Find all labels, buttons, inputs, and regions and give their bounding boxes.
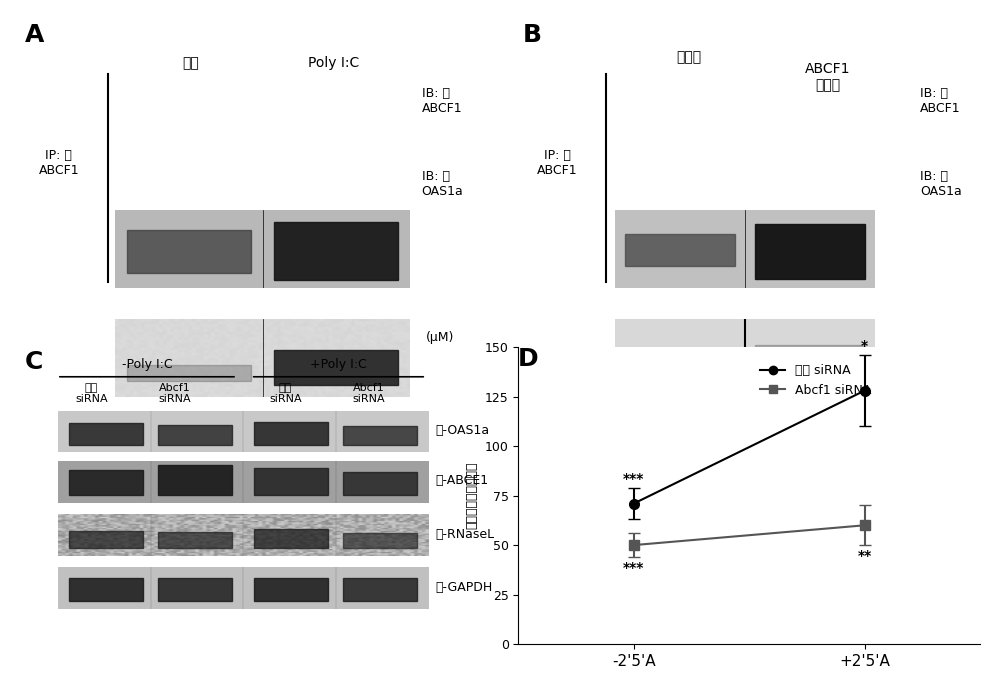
Bar <box>343 578 417 601</box>
Text: *: * <box>861 339 868 353</box>
Bar <box>254 578 328 601</box>
Bar <box>755 353 865 382</box>
Bar <box>69 424 143 445</box>
Bar <box>274 350 398 385</box>
Bar <box>158 425 232 445</box>
Text: ABCF1
过表达: ABCF1 过表达 <box>805 62 850 92</box>
Bar <box>343 472 417 495</box>
Bar <box>343 534 417 549</box>
Text: 抗-ABCE1: 抗-ABCE1 <box>435 474 489 487</box>
Text: D: D <box>518 347 539 371</box>
Legend: 对照 siRNA, Abcf1 siRNA: 对照 siRNA, Abcf1 siRNA <box>755 359 877 401</box>
Bar <box>755 224 865 279</box>
Bar <box>755 353 865 364</box>
Bar <box>127 365 251 381</box>
Text: IB: 抗
OAS1a: IB: 抗 OAS1a <box>422 170 463 198</box>
Text: +Poly I:C: +Poly I:C <box>310 358 367 371</box>
Text: ***: *** <box>623 561 645 575</box>
Bar <box>625 234 735 266</box>
Bar <box>755 345 865 353</box>
Text: IP: 抗
ABCF1: IP: 抗 ABCF1 <box>537 149 578 177</box>
Text: 空载体: 空载体 <box>677 50 702 64</box>
Text: 乱序
siRNA: 乱序 siRNA <box>75 382 108 404</box>
Text: Poly I:C: Poly I:C <box>308 56 359 70</box>
Bar <box>254 530 328 549</box>
Text: B: B <box>523 23 542 47</box>
Text: -Poly I:C: -Poly I:C <box>122 358 172 371</box>
Text: C: C <box>25 350 43 374</box>
Text: A: A <box>25 23 44 47</box>
Text: 对照: 对照 <box>182 56 199 70</box>
Text: 乱序
siRNA: 乱序 siRNA <box>269 382 302 404</box>
Text: Abcf1
siRNA: Abcf1 siRNA <box>352 382 385 404</box>
Text: ***: *** <box>623 472 645 485</box>
Text: IB: 抗
ABCF1: IB: 抗 ABCF1 <box>422 87 462 115</box>
Bar <box>127 230 251 273</box>
Bar <box>274 222 398 281</box>
Text: (μM): (μM) <box>426 331 455 344</box>
Text: IP: 抗
ABCF1: IP: 抗 ABCF1 <box>38 149 79 177</box>
Bar <box>69 469 143 495</box>
Bar <box>254 422 328 445</box>
Bar <box>158 532 232 549</box>
Bar <box>69 531 143 549</box>
Text: 抗-RNaseL: 抗-RNaseL <box>435 527 495 540</box>
Bar <box>158 578 232 601</box>
Bar <box>158 465 232 495</box>
Bar <box>69 578 143 601</box>
Bar <box>625 363 735 377</box>
Bar <box>343 426 417 445</box>
Text: **: ** <box>857 549 872 563</box>
Text: IB: 抗
ABCF1: IB: 抗 ABCF1 <box>920 87 961 115</box>
Y-axis label: 内源性安全防御活性: 内源性安全防御活性 <box>465 462 478 530</box>
Text: 抗-OAS1a: 抗-OAS1a <box>435 424 490 437</box>
Text: IB: 抗
OAS1a: IB: 抗 OAS1a <box>920 170 962 198</box>
Bar <box>254 468 328 495</box>
Text: 抗-GAPDH: 抗-GAPDH <box>435 581 493 594</box>
Text: Abcf1
siRNA: Abcf1 siRNA <box>158 382 191 404</box>
